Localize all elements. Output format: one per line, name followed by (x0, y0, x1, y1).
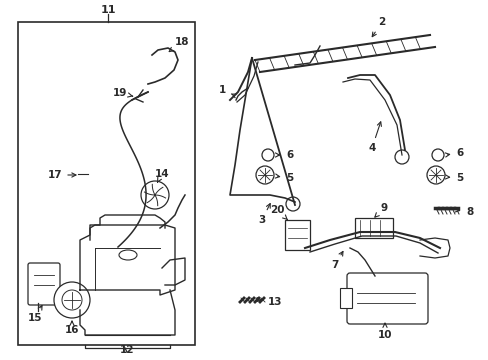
Circle shape (141, 181, 169, 209)
Circle shape (394, 150, 408, 164)
Text: 10: 10 (377, 323, 391, 340)
Circle shape (256, 166, 273, 184)
FancyBboxPatch shape (28, 263, 60, 305)
Circle shape (431, 149, 443, 161)
Text: 11: 11 (100, 5, 116, 15)
Text: 6: 6 (275, 150, 293, 160)
Bar (339, 288, 351, 308)
Text: 14: 14 (154, 169, 169, 182)
Text: 13: 13 (256, 297, 282, 307)
Text: 8: 8 (454, 207, 473, 217)
Circle shape (54, 282, 90, 318)
Text: 2: 2 (371, 17, 385, 37)
Text: 7: 7 (331, 252, 342, 270)
FancyBboxPatch shape (346, 273, 427, 324)
Text: 20: 20 (269, 205, 287, 220)
FancyBboxPatch shape (285, 220, 309, 250)
Text: 1: 1 (218, 85, 236, 98)
Bar (18, 22, 195, 345)
Text: 4: 4 (367, 122, 381, 153)
Text: 17: 17 (48, 170, 76, 180)
Text: 3: 3 (258, 204, 270, 225)
Text: 9: 9 (374, 203, 387, 217)
Text: 5: 5 (445, 173, 463, 183)
Text: 15: 15 (28, 306, 42, 323)
Circle shape (262, 149, 273, 161)
Bar (354, 218, 392, 238)
Text: 6: 6 (444, 148, 463, 158)
Ellipse shape (119, 250, 137, 260)
Text: 12: 12 (120, 345, 134, 355)
Circle shape (285, 197, 299, 211)
Circle shape (426, 166, 444, 184)
Circle shape (62, 290, 82, 310)
Text: 19: 19 (113, 88, 132, 98)
Text: 5: 5 (275, 173, 293, 183)
Text: 18: 18 (169, 37, 189, 51)
Text: 16: 16 (64, 321, 79, 335)
